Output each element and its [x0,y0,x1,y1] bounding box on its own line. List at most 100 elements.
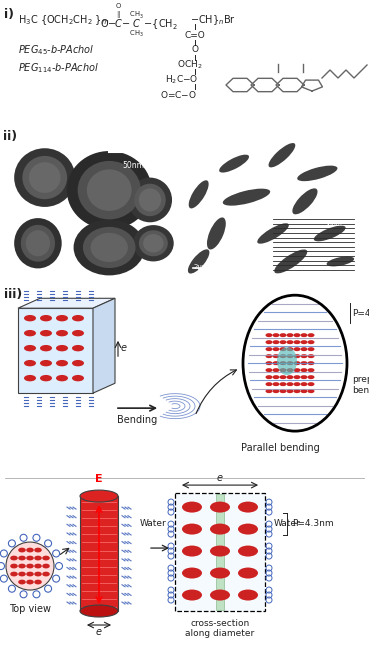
Ellipse shape [307,333,314,337]
Ellipse shape [327,257,354,266]
Polygon shape [18,308,93,393]
Ellipse shape [274,250,307,274]
Text: Bending: Bending [117,415,157,425]
Ellipse shape [210,502,230,513]
Ellipse shape [18,564,26,569]
Ellipse shape [266,347,272,351]
Text: P=4.3nm: P=4.3nm [292,519,334,528]
Ellipse shape [72,345,84,352]
Ellipse shape [24,345,36,352]
Ellipse shape [272,340,279,344]
Ellipse shape [18,548,26,552]
Ellipse shape [34,548,42,552]
Ellipse shape [42,556,50,560]
Text: O: O [192,46,199,55]
Text: C=O: C=O [184,31,206,40]
Ellipse shape [207,218,226,250]
Ellipse shape [80,490,118,502]
Ellipse shape [293,340,300,344]
Ellipse shape [293,375,300,379]
Ellipse shape [42,571,50,577]
Text: $\{$OCH$_2$CH$_2$ $\}$$_m$: $\{$OCH$_2$CH$_2$ $\}$$_m$ [40,13,109,27]
Text: ii): ii) [3,130,17,143]
Ellipse shape [26,556,34,560]
Ellipse shape [24,315,36,321]
Ellipse shape [286,361,293,365]
Text: H$_2$C$-$O: H$_2$C$-$O [165,73,199,86]
Ellipse shape [293,389,300,393]
Ellipse shape [272,347,279,351]
Ellipse shape [300,382,307,386]
Ellipse shape [14,218,62,268]
Ellipse shape [279,382,286,386]
Text: $-$CH$\}$$_n$Br: $-$CH$\}$$_n$Br [190,13,236,27]
Ellipse shape [34,564,42,569]
Ellipse shape [238,523,258,534]
Ellipse shape [72,360,84,367]
Ellipse shape [90,233,128,262]
Ellipse shape [34,571,42,577]
Ellipse shape [300,354,307,358]
Ellipse shape [297,166,338,181]
Ellipse shape [279,340,286,344]
Ellipse shape [223,188,270,205]
Text: 50nm: 50nm [324,222,342,227]
Ellipse shape [238,567,258,578]
Ellipse shape [293,347,300,351]
Text: i): i) [4,8,14,21]
Ellipse shape [26,571,34,577]
Ellipse shape [73,220,145,276]
Ellipse shape [21,225,55,262]
Ellipse shape [182,545,202,556]
Ellipse shape [188,250,210,274]
Ellipse shape [72,330,84,336]
Ellipse shape [307,382,314,386]
Ellipse shape [300,361,307,365]
Ellipse shape [40,375,52,382]
Ellipse shape [307,361,314,365]
Ellipse shape [24,360,36,367]
Ellipse shape [42,564,50,569]
Ellipse shape [307,347,314,351]
Ellipse shape [266,340,272,344]
Text: P=4.3nm: P=4.3nm [352,309,369,318]
Ellipse shape [139,188,161,211]
Ellipse shape [279,368,286,372]
Ellipse shape [128,177,172,222]
Ellipse shape [210,545,230,556]
Ellipse shape [300,375,307,379]
Ellipse shape [286,347,293,351]
Circle shape [6,542,54,590]
Ellipse shape [300,368,307,372]
Polygon shape [18,298,115,308]
Ellipse shape [266,382,272,386]
Ellipse shape [134,184,166,216]
Ellipse shape [272,361,279,365]
Ellipse shape [292,188,318,215]
Text: 50nm: 50nm [122,161,144,170]
Ellipse shape [238,502,258,513]
Text: Water: Water [139,519,166,528]
Bar [80,496,118,611]
Ellipse shape [293,354,300,358]
Ellipse shape [72,375,84,382]
Ellipse shape [266,389,272,393]
Ellipse shape [269,143,295,168]
Text: e: e [96,627,102,637]
Ellipse shape [266,375,272,379]
Ellipse shape [266,361,272,365]
Ellipse shape [286,354,293,358]
Text: b: b [192,146,200,155]
Ellipse shape [314,226,346,241]
Ellipse shape [307,368,314,372]
Ellipse shape [279,361,286,365]
Ellipse shape [272,354,279,358]
Text: O$-\!\overset{{\rm O}}{\overset{\|}{C}}\!-\!\overset{{\rm CH_3}}{\underset{{\rm : O$-\!\overset{{\rm O}}{\overset{\|}{C}}\… [100,1,178,39]
Text: 2μm: 2μm [193,264,209,270]
Ellipse shape [56,330,68,336]
Ellipse shape [18,556,26,560]
Ellipse shape [286,375,293,379]
Ellipse shape [279,389,286,393]
Text: O=C$-$O: O=C$-$O [159,90,196,101]
Text: PEG$_{45}$-$b$-PAchol: PEG$_{45}$-$b$-PAchol [18,43,94,57]
